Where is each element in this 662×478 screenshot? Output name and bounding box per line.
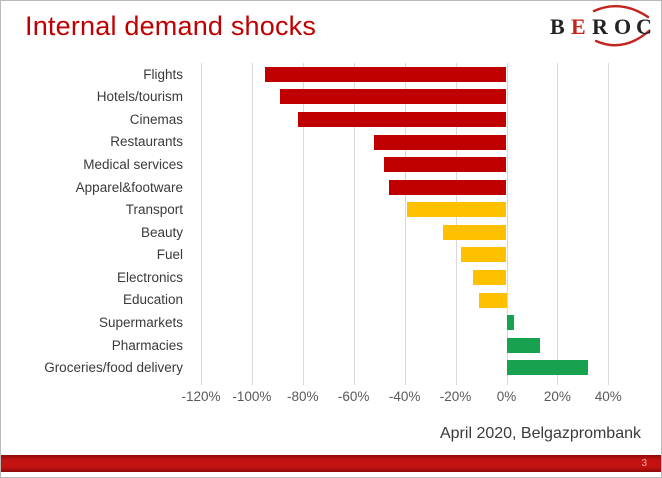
category-label: Transport (125, 202, 183, 218)
category-label: Hotels/tourism (96, 89, 183, 105)
page-title: Internal demand shocks (25, 11, 317, 41)
bar (297, 111, 507, 127)
bar (460, 247, 507, 263)
bar (473, 269, 507, 285)
x-tick-label: -100% (232, 389, 272, 404)
bar (442, 224, 507, 240)
category-label: Education (122, 292, 183, 308)
category-label: Electronics (116, 269, 183, 285)
category-label: Beauty (140, 224, 183, 240)
category-label: Fuel (156, 247, 183, 263)
gridline (201, 63, 202, 385)
gridline (404, 63, 406, 385)
logo-letter: R (592, 14, 609, 39)
category-label: Pharmacies (111, 337, 183, 353)
logo-letter: C (636, 14, 652, 39)
category-label: Cinemas (129, 111, 183, 127)
category-label: Restaurants (110, 134, 183, 150)
category-label: Flights (143, 66, 183, 82)
bar (384, 157, 507, 173)
x-tick-label: -120% (181, 389, 221, 404)
logo-letter: B (550, 14, 565, 39)
bar (506, 315, 515, 331)
gridline (557, 63, 559, 385)
bar (407, 202, 507, 218)
gridline (455, 63, 457, 385)
logo-letter: E (571, 14, 586, 39)
category-label: Apparel&footware (75, 179, 183, 195)
gridline (251, 63, 253, 385)
category-label: Medical services (83, 157, 183, 173)
gridline (506, 63, 508, 385)
bar (478, 292, 507, 308)
bar (506, 337, 540, 353)
plot-area (201, 63, 621, 385)
bar (389, 179, 507, 195)
bar (374, 134, 507, 150)
x-tick-label: 40% (594, 389, 622, 404)
x-tick-label: -60% (337, 389, 370, 404)
bar-chart: Flights Hotels/tourism Cinemas Restaurants M… (1, 63, 661, 413)
source-caption: April 2020, Belgazprombank (439, 425, 641, 442)
gridline (302, 63, 304, 385)
bar (506, 360, 588, 376)
logo-top-arc-icon (592, 5, 650, 19)
category-label: Supermarkets (98, 315, 183, 331)
bar (264, 66, 507, 82)
x-tick-label: -80% (287, 389, 319, 404)
footer-bar: 3 (1, 455, 661, 472)
gridline (608, 63, 610, 385)
logo-bottom-arc-icon (594, 29, 651, 47)
x-tick-label: 20% (543, 389, 571, 404)
x-tick-label: -20% (439, 389, 472, 404)
category-label: Groceries/food delivery (44, 360, 183, 376)
page-number: 3 (641, 458, 647, 469)
gridline (353, 63, 355, 385)
x-tick-label: 0% (496, 389, 517, 404)
bar (279, 89, 507, 105)
x-tick-label: -40% (388, 389, 421, 404)
logo-letter: O (614, 14, 631, 39)
